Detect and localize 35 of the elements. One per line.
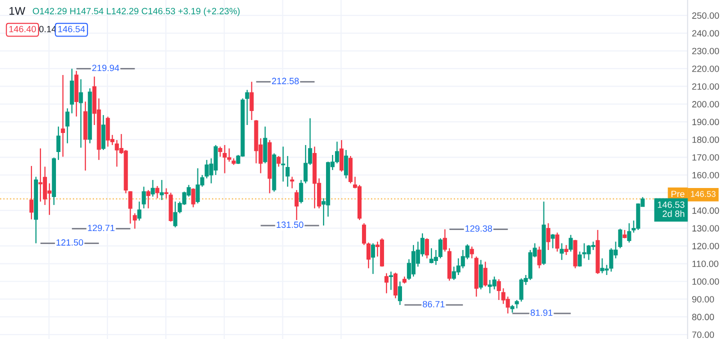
y-tick-label: 170.00 bbox=[692, 154, 720, 161]
y-tick-label: 200.00 bbox=[692, 101, 720, 108]
annotation: 212.58 bbox=[272, 78, 299, 84]
y-tick-label: 70.00 bbox=[692, 332, 714, 338]
annotation: 146.54 bbox=[58, 26, 85, 32]
annotation: 81.91 bbox=[530, 309, 552, 316]
annotation: 131.50 bbox=[276, 222, 304, 228]
y-tick-label: 120.00 bbox=[692, 242, 720, 250]
y-tick-label: 160.00 bbox=[692, 172, 720, 178]
y-tick-label: 130.00 bbox=[692, 225, 720, 232]
y-tick-label: 240.00 bbox=[692, 30, 720, 37]
annotation: 86.71 bbox=[422, 300, 445, 308]
y-tick-label: 110.00 bbox=[692, 260, 718, 268]
annotation: 219.94 bbox=[92, 64, 120, 72]
y-tick-label: 140.00 bbox=[692, 207, 720, 214]
y-tick-label: 250.00 bbox=[692, 12, 720, 19]
text: 2d 8h bbox=[662, 210, 684, 217]
y-tick-label: 90.00 bbox=[692, 296, 714, 302]
text: 146.53 bbox=[691, 191, 716, 197]
y-tick-label: 190.00 bbox=[692, 118, 720, 126]
y-tick-label: 230.00 bbox=[692, 48, 720, 54]
y-tick-label: 220.00 bbox=[692, 66, 720, 72]
annotation: 146.40 bbox=[9, 26, 36, 32]
y-tick-label: 100.00 bbox=[692, 278, 720, 285]
text: 146.53 bbox=[658, 201, 684, 208]
chart-title: 1W bbox=[9, 7, 26, 15]
candlestick bbox=[281, 146, 286, 182]
y-tick-label: 210.00 bbox=[692, 83, 720, 90]
y-tick-label: 80.00 bbox=[692, 314, 714, 320]
annotation: 121.50 bbox=[56, 239, 84, 246]
annotation: 129.71 bbox=[88, 224, 114, 232]
annotation: 129.38 bbox=[466, 225, 492, 232]
annotation: O142.29 H147.54 L142.29 C146.53 +3.19 (+2.23%) bbox=[32, 8, 240, 16]
y-tick-label: 180.00 bbox=[692, 136, 720, 143]
ref-line-label: Pre bbox=[672, 190, 684, 198]
